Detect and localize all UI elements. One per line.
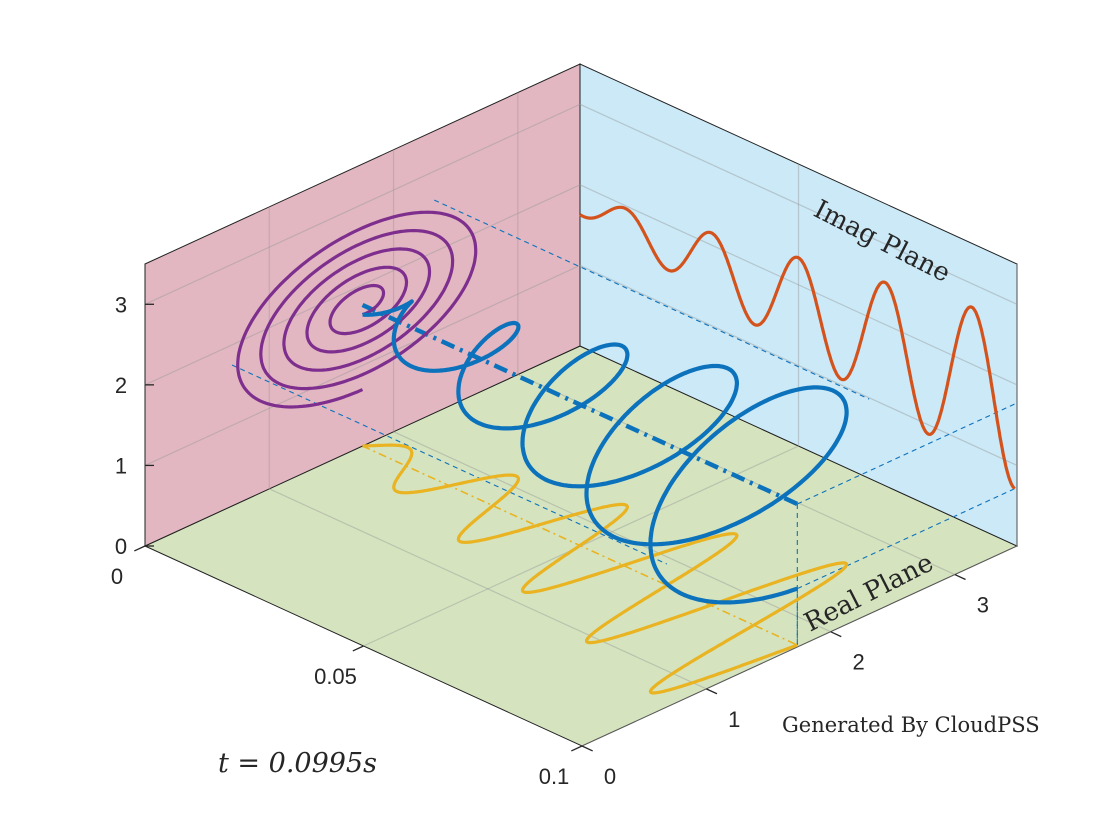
real-tick-label: 0 [604,764,616,789]
real-tick-mark [706,688,718,695]
imag-tick-label: 0 [115,534,127,559]
watermark-text: Generated By CloudPSS [782,713,1040,737]
grid-line [144,184,581,386]
time-annotation: t = 0.0995s [218,748,377,779]
time-tick-mark [352,645,364,652]
grid-line [269,488,707,690]
time-tick-label: 0.05 [314,664,357,689]
grid-line [144,264,581,466]
projection-guide-line [797,403,1016,505]
time-tick-mark [134,545,146,552]
imag-projection-curve [578,205,1016,490]
grid-layer [144,92,1018,747]
projection-guide-line [434,199,870,400]
grid-line [579,103,1018,305]
real-tick-mark [954,573,966,581]
time-tick-label: 0.1 [539,764,570,789]
imag-tick-label: 1 [115,453,127,478]
imag-tick-label: 3 [115,292,127,317]
projection-guide-line [797,488,1016,590]
real-projection-curve [361,443,849,695]
curves-layer [231,199,1016,695]
real-tick-mark [581,745,593,752]
imag-plane [579,63,1018,547]
grid-line [144,103,581,305]
endplane-projection-curve [236,210,478,409]
time-tick-mark [571,745,583,752]
time-tick-label: 0 [111,564,123,589]
grid-line [581,545,1018,747]
projection-guide-line [231,364,668,565]
real-tick-label: 2 [852,650,864,675]
grid-line [579,264,1018,466]
real-tick-mark [830,631,842,638]
imag-tick-label: 2 [115,373,127,398]
real-tick-label: 1 [728,707,740,732]
grid-line [579,184,1018,386]
ticks-layer: 0 0.05 0.1 0 1 2 3 0 1 2 3 [111,292,989,789]
trajectory-curve [361,299,849,605]
real-tick-label: 3 [977,593,989,618]
